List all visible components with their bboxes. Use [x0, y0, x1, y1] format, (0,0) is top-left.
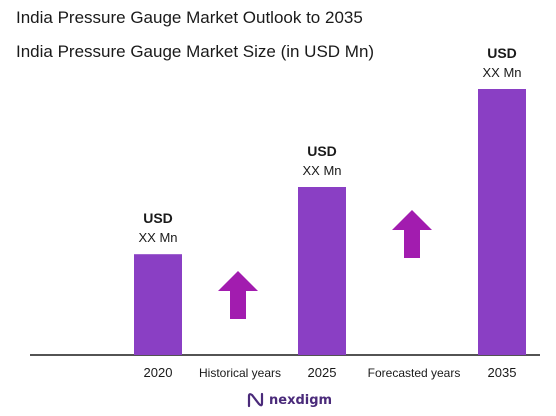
x-tick-label-2020: 2020: [144, 365, 173, 380]
data-label-value-2020: XX Mn: [138, 230, 177, 245]
data-label-usd-2025: USD: [307, 143, 337, 159]
chart-title: India Pressure Gauge Market Outlook to 2…: [16, 8, 363, 27]
period-label-forecasted: Forecasted years: [368, 366, 461, 380]
data-label-value-2025: XX Mn: [302, 163, 341, 178]
brand-name: nexdigm: [269, 392, 333, 408]
bar-2020: [134, 254, 182, 355]
trend-arrow-forecasted: [392, 210, 432, 258]
bar-2035: [478, 89, 526, 355]
chart-subtitle: India Pressure Gauge Market Size (in USD…: [16, 42, 375, 61]
brand-logo: nexdigm: [247, 392, 332, 408]
x-tick-label-2025: 2025: [308, 365, 337, 380]
data-label-usd-2035: USD: [487, 45, 517, 61]
trend-arrow-historical: [218, 271, 258, 319]
period-label-historical: Historical years: [199, 366, 281, 380]
nexdigm-logo-icon: [247, 392, 264, 408]
data-label-value-2035: XX Mn: [482, 65, 521, 80]
bar-2025: [298, 187, 346, 355]
data-label-usd-2020: USD: [143, 210, 173, 226]
x-tick-label-2035: 2035: [488, 365, 517, 380]
